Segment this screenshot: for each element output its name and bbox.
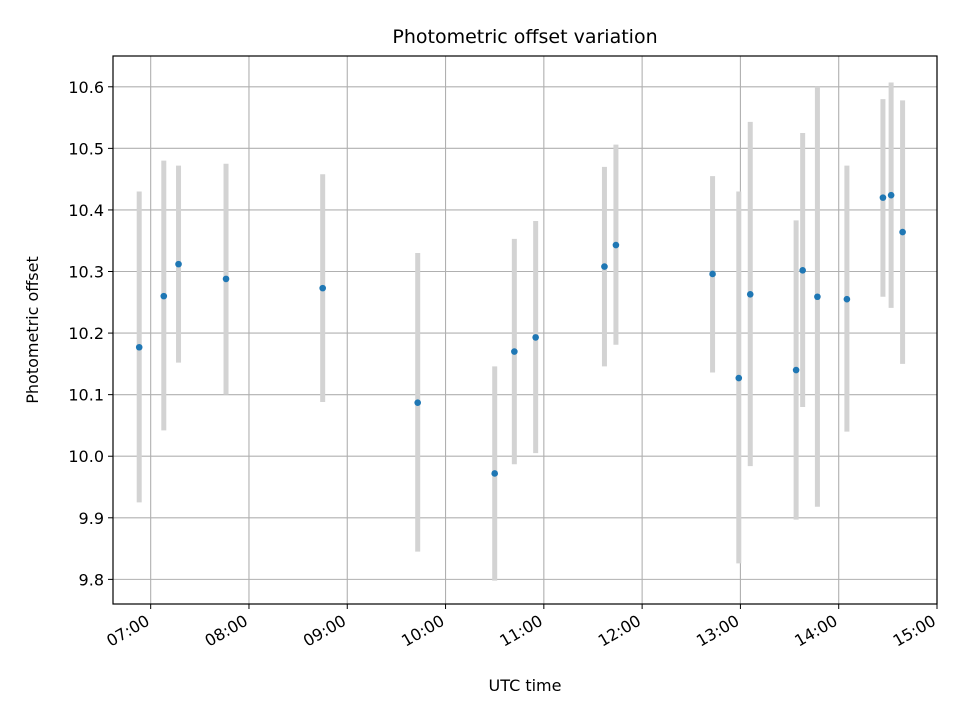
data-point: [709, 270, 716, 278]
data-point: [319, 284, 326, 292]
data-point: [799, 266, 806, 274]
data-point: [601, 263, 608, 270]
plot-area-frame: [112, 55, 938, 605]
y-tick-label: 10.6: [68, 78, 104, 97]
data-point: [879, 194, 887, 201]
x-tick-label: 10:00: [398, 611, 447, 651]
x-tick-label: 15:00: [890, 611, 939, 651]
data-point: [843, 295, 851, 303]
y-tick-label: 10.1: [68, 386, 104, 405]
y-tick-label: 10.5: [68, 139, 104, 158]
data-point: [491, 470, 498, 477]
x-tick-label: 07:00: [103, 611, 152, 651]
data-point: [735, 374, 743, 382]
grid: [113, 56, 938, 604]
chart-title: Photometric offset variation: [392, 26, 657, 48]
x-tick-label: 14:00: [791, 611, 840, 651]
y-tick-label: 10.2: [68, 324, 104, 343]
x-tick-label: 08:00: [202, 611, 251, 651]
data-point: [175, 260, 182, 268]
data-point: [511, 348, 518, 355]
x-axis-title: UTC time: [489, 676, 562, 695]
x-tick-label: 09:00: [300, 611, 349, 651]
y-tick-label: 9.9: [79, 509, 104, 528]
y-axis-ticks: 9.8 9.9 10.0 10.1 10.2 10.3 10.4 10.5 10.6: [68, 78, 113, 589]
data-point: [792, 366, 800, 374]
data-point: [160, 292, 168, 300]
error-bars: [136, 82, 906, 581]
x-tick-label: 12:00: [595, 611, 644, 651]
data-point: [135, 343, 143, 351]
data-point: [899, 228, 906, 236]
data-point: [414, 399, 421, 406]
y-axis-title: Photometric offset: [23, 256, 42, 404]
x-tick-label: 11:00: [496, 611, 545, 651]
data-points: [135, 191, 906, 477]
data-point: [532, 334, 539, 341]
data-point: [746, 290, 754, 298]
data-point: [612, 241, 620, 249]
data-point: [887, 191, 895, 199]
data-point: [814, 293, 821, 301]
x-axis-ticks: 07:00 08:00 09:00 10:00 11:00 12:00 13:00 14:00…: [103, 604, 939, 651]
y-tick-label: 9.8: [79, 570, 104, 589]
data-point: [222, 275, 230, 283]
y-tick-label: 10.3: [68, 263, 104, 282]
y-tick-label: 10.4: [68, 201, 104, 220]
y-tick-label: 10.0: [68, 447, 104, 466]
x-tick-label: 13:00: [693, 611, 742, 651]
